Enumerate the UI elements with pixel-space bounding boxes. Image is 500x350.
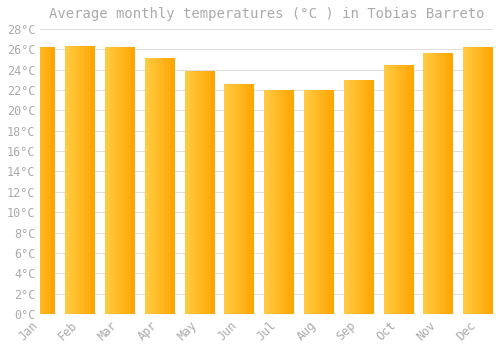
Bar [224,84,254,314]
Bar [145,58,174,314]
Bar [26,47,55,314]
Bar [184,72,214,314]
Title: Average monthly temperatures (°C ) in Tobias Barreto: Average monthly temperatures (°C ) in To… [49,7,484,21]
Bar [384,66,414,314]
Bar [264,90,294,314]
Bar [304,90,334,314]
Bar [105,47,135,314]
Bar [463,47,493,314]
Bar [65,46,95,314]
Bar [424,54,454,314]
Bar [344,80,374,314]
